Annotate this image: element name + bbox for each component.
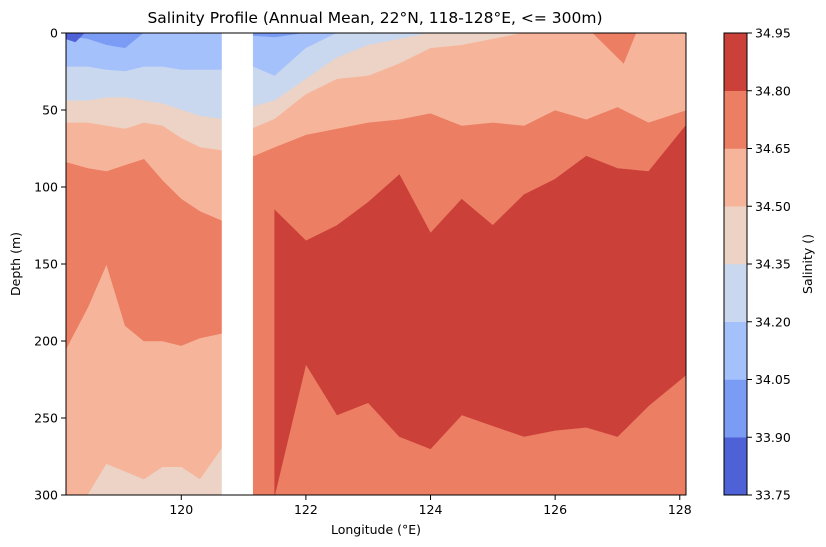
east-surface-patch bbox=[592, 33, 637, 64]
y-axis-label: Depth (m) bbox=[8, 232, 23, 296]
x-axis-label: Longitude (°E) bbox=[331, 522, 421, 537]
y-tick-label: 250 bbox=[34, 411, 58, 426]
y-tick-label: 200 bbox=[34, 334, 58, 349]
east-band-34.80-34.95 bbox=[274, 124, 686, 495]
colorbar-swatch bbox=[723, 437, 748, 496]
colorbar-tick-label: 34.95 bbox=[755, 26, 791, 41]
colorbar-tick-label: 33.90 bbox=[755, 430, 791, 445]
colorbar-swatch bbox=[723, 90, 748, 149]
colorbar-swatch bbox=[723, 263, 748, 322]
colorbar-tick-label: 34.80 bbox=[755, 83, 791, 98]
plot-area bbox=[65, 32, 687, 496]
x-tick-label: 126 bbox=[543, 502, 567, 517]
y-tick-label: 100 bbox=[34, 180, 58, 195]
y-tick-label: 0 bbox=[50, 26, 58, 41]
x-axis: 120 122 124 126 128 bbox=[169, 495, 692, 517]
colorbar-tick-label: 34.05 bbox=[755, 372, 791, 387]
east-band-34.50-34.65 bbox=[252, 33, 686, 157]
x-tick-label: 122 bbox=[294, 502, 318, 517]
colorbar-tick-label: 33.75 bbox=[755, 488, 791, 503]
y-axis: 0 50 100 150 200 250 300 bbox=[34, 26, 66, 503]
colorbar-tick-label: 34.20 bbox=[755, 314, 791, 329]
y-tick-label: 50 bbox=[42, 103, 58, 118]
x-tick-label: 120 bbox=[169, 502, 193, 517]
colorbar-tick-label: 34.50 bbox=[755, 199, 791, 214]
colorbar-swatch bbox=[723, 148, 748, 207]
east-band-34.05-34.20 bbox=[252, 33, 686, 77]
colorbar-label: Salinity () bbox=[800, 234, 815, 294]
y-tick-label: 300 bbox=[34, 488, 58, 503]
colorbar: 33.75 33.90 34.05 34.20 34.35 34.50 34.65 34.80… bbox=[723, 26, 791, 503]
west-band-33.75-33.90 bbox=[66, 33, 85, 43]
chart-title: Salinity Profile (Annual Mean, 22°N, 118… bbox=[147, 9, 602, 27]
colorbar-tick-label: 34.35 bbox=[755, 257, 791, 272]
colorbar-swatch bbox=[723, 321, 748, 380]
colorbar-tick-label: 34.65 bbox=[755, 141, 791, 156]
data-gap bbox=[221, 33, 253, 495]
colorbar-swatch bbox=[723, 379, 748, 438]
x-tick-label: 124 bbox=[419, 502, 443, 517]
colorbar-swatch bbox=[723, 206, 748, 265]
y-tick-label: 150 bbox=[34, 257, 58, 272]
x-tick-label: 128 bbox=[668, 502, 692, 517]
colorbar-swatch bbox=[723, 32, 748, 91]
